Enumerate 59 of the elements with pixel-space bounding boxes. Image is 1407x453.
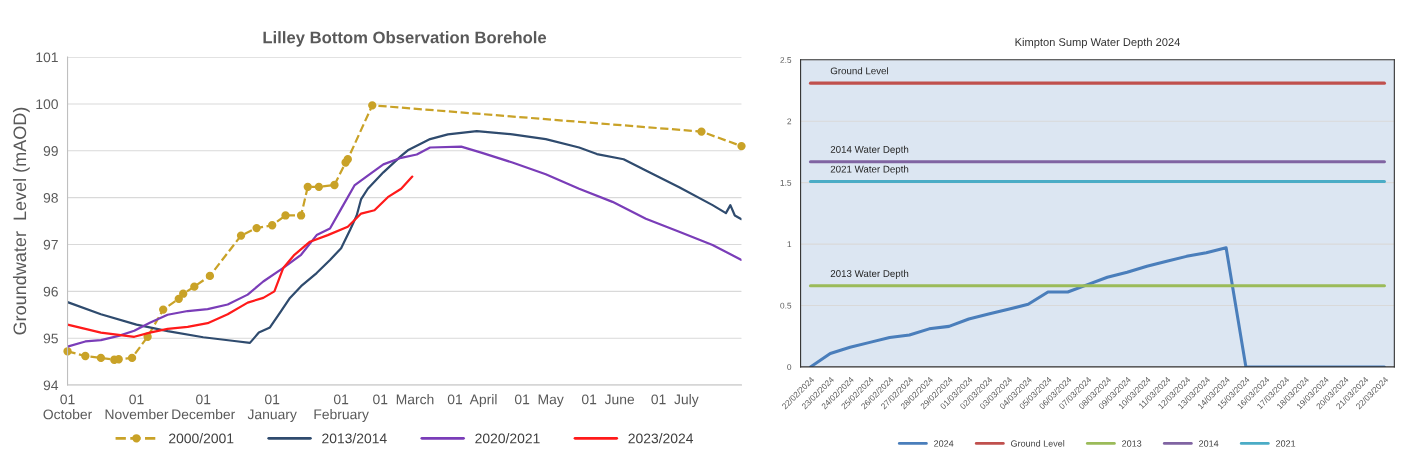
point — [190, 282, 199, 291]
y-tick-label: 0 — [787, 364, 792, 371]
point — [81, 351, 90, 361]
point — [179, 289, 188, 298]
annotation: 2013 Water Depth — [830, 269, 909, 279]
point — [737, 141, 746, 151]
x-tick-label: 01 December — [172, 394, 236, 420]
x-tick-label: 01 March — [373, 394, 434, 405]
legend-label: 2014 — [1199, 440, 1219, 447]
point — [236, 231, 246, 240]
y-tick-label: 0.5 — [780, 302, 792, 309]
x-tick-label: 01 November — [105, 394, 169, 420]
legend-label: 2013 — [1122, 440, 1142, 447]
point — [205, 271, 215, 281]
legend-label: 2000/2001 — [169, 433, 234, 444]
point — [314, 182, 324, 192]
x-tick-label: 01 April — [447, 394, 497, 408]
point — [296, 211, 306, 220]
y-tick-label: 94 — [43, 380, 59, 391]
legend-label: Ground Level — [1011, 440, 1065, 447]
point — [330, 180, 339, 190]
y-tick-label: 101 — [36, 52, 58, 63]
chart-title: Lilley Bottom Observation Borehole — [263, 31, 547, 47]
line-series — [808, 246, 1386, 367]
x-tick-label: 01 May — [514, 394, 564, 408]
x-tick-label: 01 July — [651, 394, 699, 408]
point — [159, 305, 168, 314]
x-tick-label: 01 February — [314, 394, 369, 422]
y-tick-label: 98 — [43, 192, 58, 203]
x-tick-label: 01 January — [247, 394, 297, 422]
y-tick-label: 99 — [43, 146, 58, 156]
annotation: 2014 Water Depth — [830, 145, 909, 155]
y-tick-label: 2.5 — [780, 57, 792, 63]
legend-label: 2024 — [934, 440, 954, 447]
point — [303, 182, 312, 192]
x-tick-label: 01 June — [581, 394, 635, 405]
legend-label: 2013/2014 — [322, 433, 387, 444]
x-tick-label: 01 October — [43, 394, 93, 420]
legend-label: 2020/2021 — [475, 433, 540, 444]
y-tick-label: 100 — [36, 99, 58, 110]
point — [127, 353, 137, 363]
point — [281, 211, 290, 220]
point — [697, 127, 706, 136]
chart-title: Kimpton Sump Water Depth 2024 — [1015, 37, 1180, 49]
legend-label: 2023/2024 — [628, 433, 694, 444]
annotation: 2021 Water Depth — [830, 165, 909, 175]
y-tick-label: 97 — [43, 239, 58, 250]
legend-label: 2021 — [1276, 440, 1296, 447]
point — [252, 223, 261, 233]
y-tick-label: 95 — [43, 333, 58, 344]
point — [268, 221, 277, 230]
point — [96, 353, 106, 363]
y-axis-title: Groundwater Level (mAOD) — [12, 107, 30, 335]
annotation: Ground Level — [830, 67, 888, 75]
y-tick-label: 2 — [787, 118, 792, 125]
y-tick-label: 96 — [43, 286, 58, 297]
point — [368, 101, 377, 110]
y-tick-label: 1 — [787, 241, 792, 248]
y-tick-label: 1.5 — [780, 179, 792, 186]
